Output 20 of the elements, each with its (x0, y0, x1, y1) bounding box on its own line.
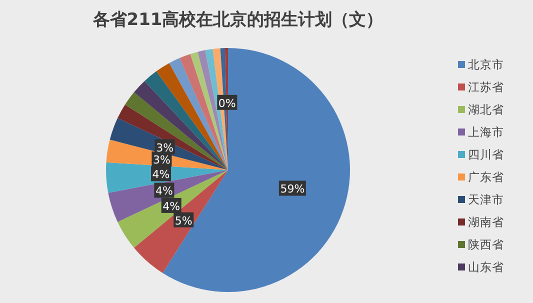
data-label: 3% (153, 154, 170, 167)
data-label: 4% (152, 168, 170, 182)
legend-label: 广东省 (468, 170, 504, 184)
data-label: 3% (156, 141, 174, 154)
legend-label: 江苏省 (468, 80, 504, 94)
data-label: 0% (218, 96, 236, 110)
pie-slice (134, 170, 228, 274)
data-label: 4% (162, 200, 180, 213)
chart-title: 各省211高校在北京的招生计划（文） (92, 10, 384, 30)
legend-label: 天津市 (468, 192, 504, 206)
data-label: 59% (280, 182, 305, 196)
legend-label: 北京市 (468, 58, 504, 72)
legend-label: 湖南省 (468, 215, 504, 229)
legend-label: 四川省 (468, 148, 504, 162)
legend-label: 上海市 (468, 125, 504, 139)
data-label: 5% (174, 214, 192, 228)
legend-label: 山东省 (468, 260, 504, 274)
data-label: 4% (155, 184, 173, 198)
legend-label: 湖北省 (468, 102, 504, 116)
legend-label: 陕西省 (468, 238, 504, 252)
